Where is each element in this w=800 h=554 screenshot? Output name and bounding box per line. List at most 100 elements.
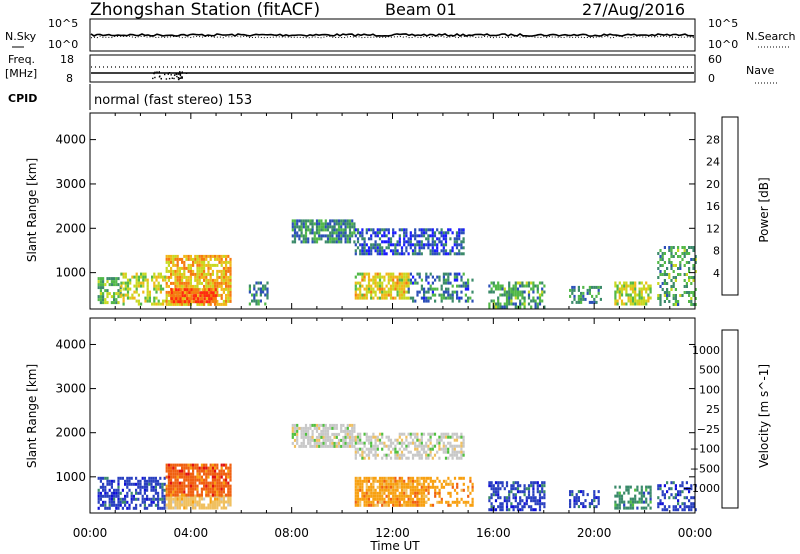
heatmap-cell: [183, 506, 186, 510]
heatmap-cell: [253, 296, 256, 300]
heatmap-cell: [135, 275, 138, 279]
heatmap-cell: [411, 476, 415, 480]
heatmap-cell: [427, 287, 430, 291]
heatmap-cell: [187, 266, 190, 270]
heatmap-cell: [383, 234, 386, 238]
heatmap-cell: [405, 482, 408, 486]
heatmap-cell: [203, 469, 206, 473]
heatmap-cell: [618, 500, 621, 504]
heatmap-cell: [420, 228, 423, 232]
heatmap-cell: [313, 222, 316, 226]
heatmap-cell: [497, 299, 500, 303]
heatmap-cell: [663, 246, 666, 249]
heatmap-cell: [187, 487, 190, 491]
heatmap-cell: [296, 231, 299, 235]
heatmap-cell: [385, 494, 388, 498]
heatmap-cell: [659, 273, 662, 276]
heatmap-cell: [521, 290, 524, 294]
heatmap-cell: [198, 500, 201, 504]
heatmap-cell: [403, 290, 406, 294]
heatmap-cell: [320, 441, 323, 445]
heatmap-cell: [447, 252, 450, 256]
heatmap-cell: [181, 472, 184, 476]
heatmap-cell: [115, 506, 118, 510]
heatmap-cell: [460, 432, 463, 436]
heatmap-cell: [198, 481, 201, 485]
heatmap-cell: [422, 231, 426, 235]
heatmap-cell: [194, 294, 198, 298]
heatmap-cell: [187, 278, 190, 282]
heatmap-cell: [302, 432, 305, 436]
heatmap-cell: [666, 288, 669, 291]
heatmap-cell: [431, 234, 434, 238]
heatmap-cell: [174, 497, 177, 501]
heatmap-cell: [218, 503, 221, 507]
heatmap-cell: [538, 299, 542, 303]
heatmap-cell: [220, 484, 223, 488]
heatmap-cell: [322, 435, 325, 439]
nave-dip-point: [160, 78, 162, 80]
heatmap-cell: [304, 219, 308, 223]
heatmap-cell: [527, 302, 531, 306]
heatmap-cell: [510, 293, 513, 297]
heatmap-cell: [104, 494, 107, 498]
heatmap-cell: [657, 484, 660, 488]
heatmap-cell: [394, 275, 397, 279]
heatmap-cell: [176, 278, 179, 282]
heatmap-cell: [516, 490, 520, 494]
heatmap-cell: [389, 444, 393, 448]
heatmap-cell: [516, 305, 520, 309]
heatmap-cell: [172, 497, 175, 501]
heatmap-cell: [620, 497, 624, 501]
heatmap-cell: [422, 497, 426, 501]
heatmap-cell: [591, 499, 594, 503]
heatmap-cell: [666, 282, 669, 285]
heatmap-cell: [416, 450, 419, 454]
nave-dip-point: [171, 77, 173, 79]
heatmap-cell: [690, 496, 693, 500]
heatmap-cell: [165, 284, 168, 288]
heatmap-cell: [331, 432, 334, 436]
heatmap-cell: [185, 463, 188, 467]
heatmap-cell: [97, 277, 100, 281]
heatmap-cell: [631, 503, 635, 507]
heatmap-cell: [451, 482, 454, 486]
heatmap-cell: [372, 432, 375, 436]
heatmap-cell: [385, 228, 388, 232]
heatmap-cell: [677, 508, 680, 512]
heatmap-cell: [618, 290, 621, 294]
heatmap-cell: [631, 497, 635, 501]
heatmap-cell: [196, 484, 199, 488]
heatmap-cell: [177, 300, 180, 304]
heatmap-cell: [663, 252, 666, 255]
heatmap-cell: [205, 297, 209, 301]
heatmap-cell: [150, 503, 153, 507]
heatmap-cell: [438, 237, 441, 241]
heatmap-cell: [398, 278, 401, 282]
heatmap-cell: [431, 447, 434, 451]
heatmap-cell: [464, 503, 468, 507]
heatmap-cell: [690, 291, 693, 294]
heatmap-cell: [657, 502, 660, 506]
heatmap-cell: [429, 479, 432, 483]
heatmap-cell: [538, 490, 542, 494]
heatmap-cell: [126, 284, 130, 288]
heatmap-cell: [659, 303, 662, 306]
time-tick-label: 08:00: [274, 526, 309, 540]
heatmap-cell: [229, 257, 232, 261]
heatmap-cell: [514, 487, 517, 491]
heatmap-cell: [398, 275, 401, 279]
heatmap-cell: [525, 281, 528, 285]
heatmap-cell: [499, 287, 502, 291]
heatmap-cell: [447, 441, 450, 445]
heatmap-cell: [313, 441, 316, 445]
heatmap-cell: [167, 269, 170, 273]
heatmap-cell: [131, 296, 134, 300]
heatmap-cell: [220, 269, 223, 273]
heatmap-cell: [519, 293, 522, 297]
heatmap-cell: [412, 296, 415, 300]
heatmap-cell: [157, 287, 160, 291]
heatmap-cell: [157, 299, 160, 303]
heatmap-cell: [527, 490, 531, 494]
heatmap-cell: [214, 493, 217, 497]
